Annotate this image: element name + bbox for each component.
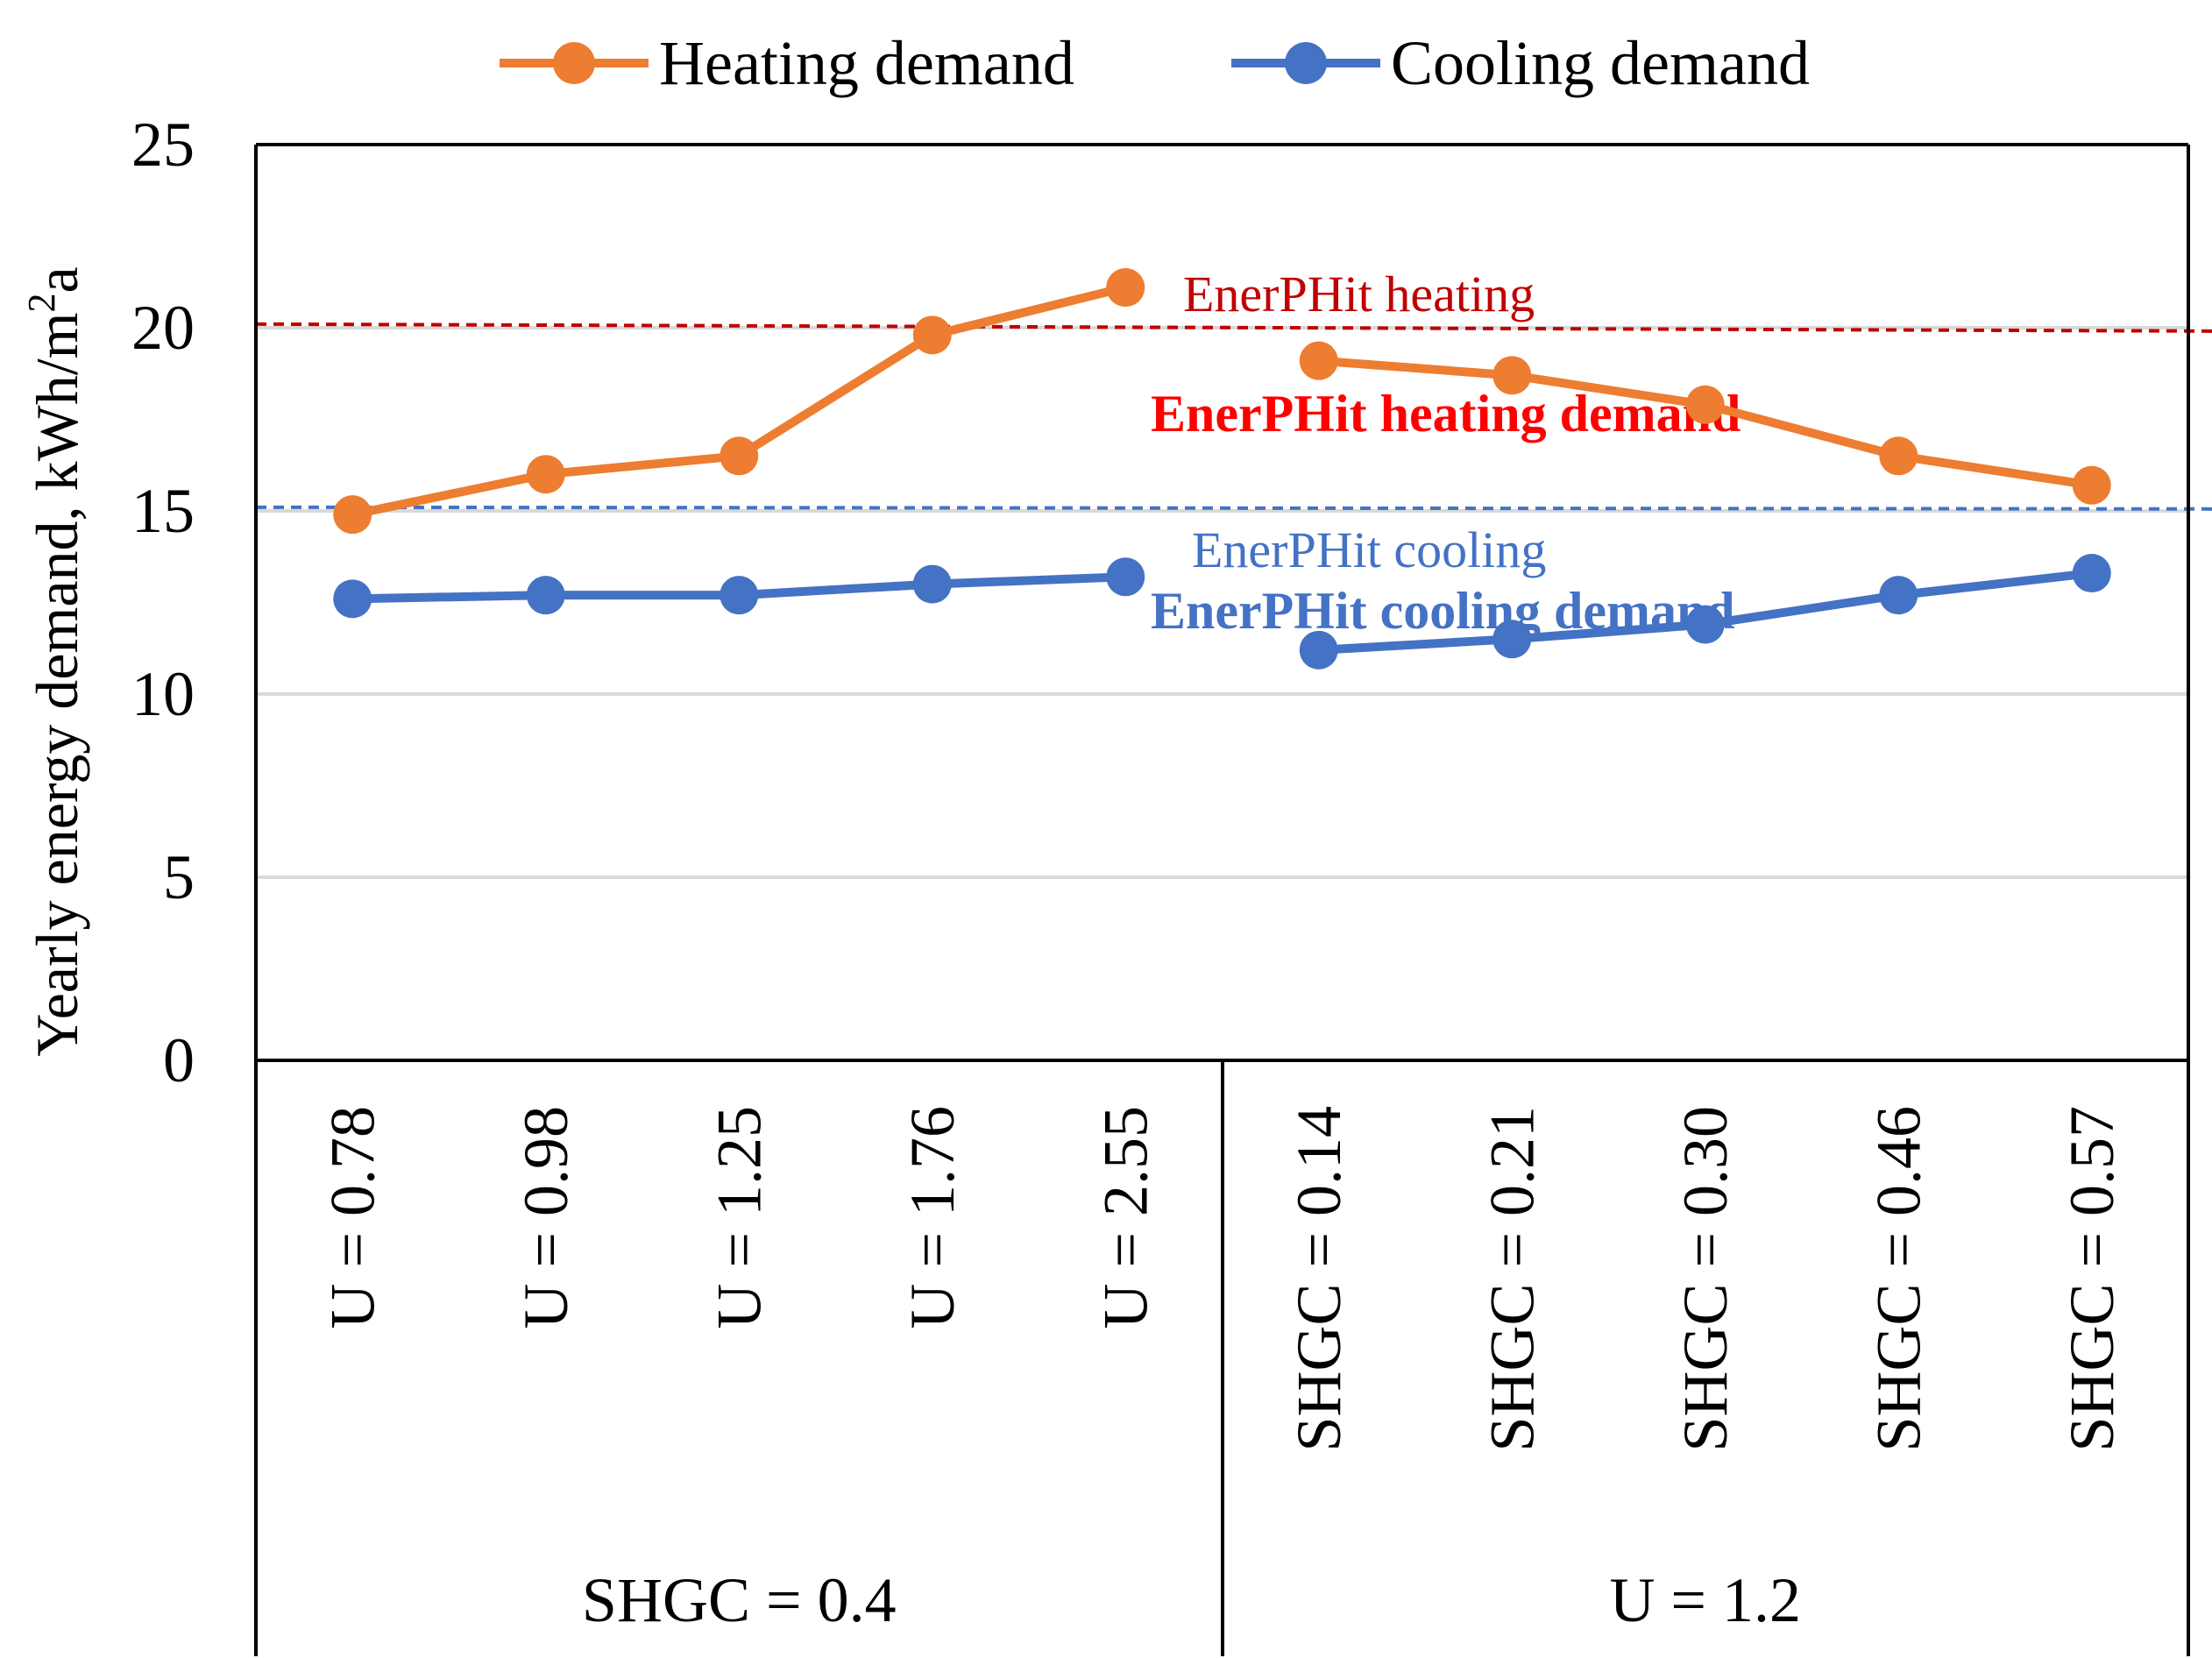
heating-point <box>1106 268 1145 308</box>
heating-line <box>351 283 1127 520</box>
category-label: U = 2.55 <box>1090 1106 1160 1329</box>
legend-heating-marker <box>553 42 595 84</box>
plot-frame <box>254 143 2190 1656</box>
cooling-point <box>2072 554 2111 593</box>
group-labels: SHGC = 0.4 U = 1.2 <box>582 1565 1801 1635</box>
category-label: U = 1.76 <box>897 1106 968 1329</box>
cooling-point <box>912 564 952 604</box>
heating-point <box>1299 341 1338 380</box>
y-axis-label: Yearly energy demand, kWh/m2a <box>20 266 90 1056</box>
cooling-point <box>1492 620 1532 659</box>
reference-label-heating: EnerPHit heating <box>1183 266 1535 322</box>
heating-point <box>1879 436 1918 476</box>
y-tick-label: 20 <box>131 293 195 363</box>
heating-point <box>1492 356 1532 395</box>
heating-point <box>720 436 759 476</box>
y-tick-labels: 0 5 10 15 20 25 <box>131 110 195 1095</box>
category-label: SHGC = 0.14 <box>1284 1106 1354 1452</box>
cooling-point <box>720 576 759 615</box>
legend-cooling-marker <box>1285 42 1327 84</box>
group-label: SHGC = 0.4 <box>582 1565 897 1635</box>
legend: Heating demand Cooling demand <box>500 28 1810 98</box>
category-label: U = 0.98 <box>511 1106 581 1329</box>
cooling-point <box>1106 557 1145 597</box>
heating-point <box>2072 465 2111 505</box>
cooling-point <box>526 576 565 615</box>
reference-line <box>255 322 2212 333</box>
category-label: SHGC = 0.21 <box>1477 1106 1547 1452</box>
heating-point <box>912 315 952 355</box>
heating-point <box>526 455 565 494</box>
group-label: U = 1.2 <box>1609 1565 1801 1635</box>
y-tick-label: 15 <box>131 476 195 546</box>
legend-heating-label: Heating demand <box>659 28 1074 98</box>
data-series <box>333 268 2111 670</box>
cooling-point <box>1879 576 1918 615</box>
heating-point <box>1685 385 1725 424</box>
y-tick-label: 0 <box>163 1025 195 1095</box>
category-label: SHGC = 0.46 <box>1863 1106 1933 1452</box>
reference-label-cooling: EnerPHit cooling <box>1192 521 1546 578</box>
cooling-point <box>333 579 372 619</box>
y-tick-label: 10 <box>131 659 195 729</box>
heating-point <box>333 495 372 535</box>
category-labels: U = 0.78 U = 0.98 U = 1.25 U = 1.76 U = 2.55… <box>317 1106 2127 1452</box>
category-label: U = 0.78 <box>317 1106 387 1329</box>
category-label: SHGC = 0.57 <box>2057 1106 2127 1452</box>
category-label: SHGC = 0.30 <box>1670 1106 1741 1452</box>
cooling-point <box>1685 605 1725 644</box>
legend-cooling-label: Cooling demand <box>1391 28 1810 98</box>
reference-line <box>255 505 2212 511</box>
category-label: U = 1.25 <box>704 1106 774 1329</box>
y-tick-label: 5 <box>163 842 195 912</box>
cooling-point <box>1299 630 1338 670</box>
y-tick-label: 25 <box>131 110 195 180</box>
